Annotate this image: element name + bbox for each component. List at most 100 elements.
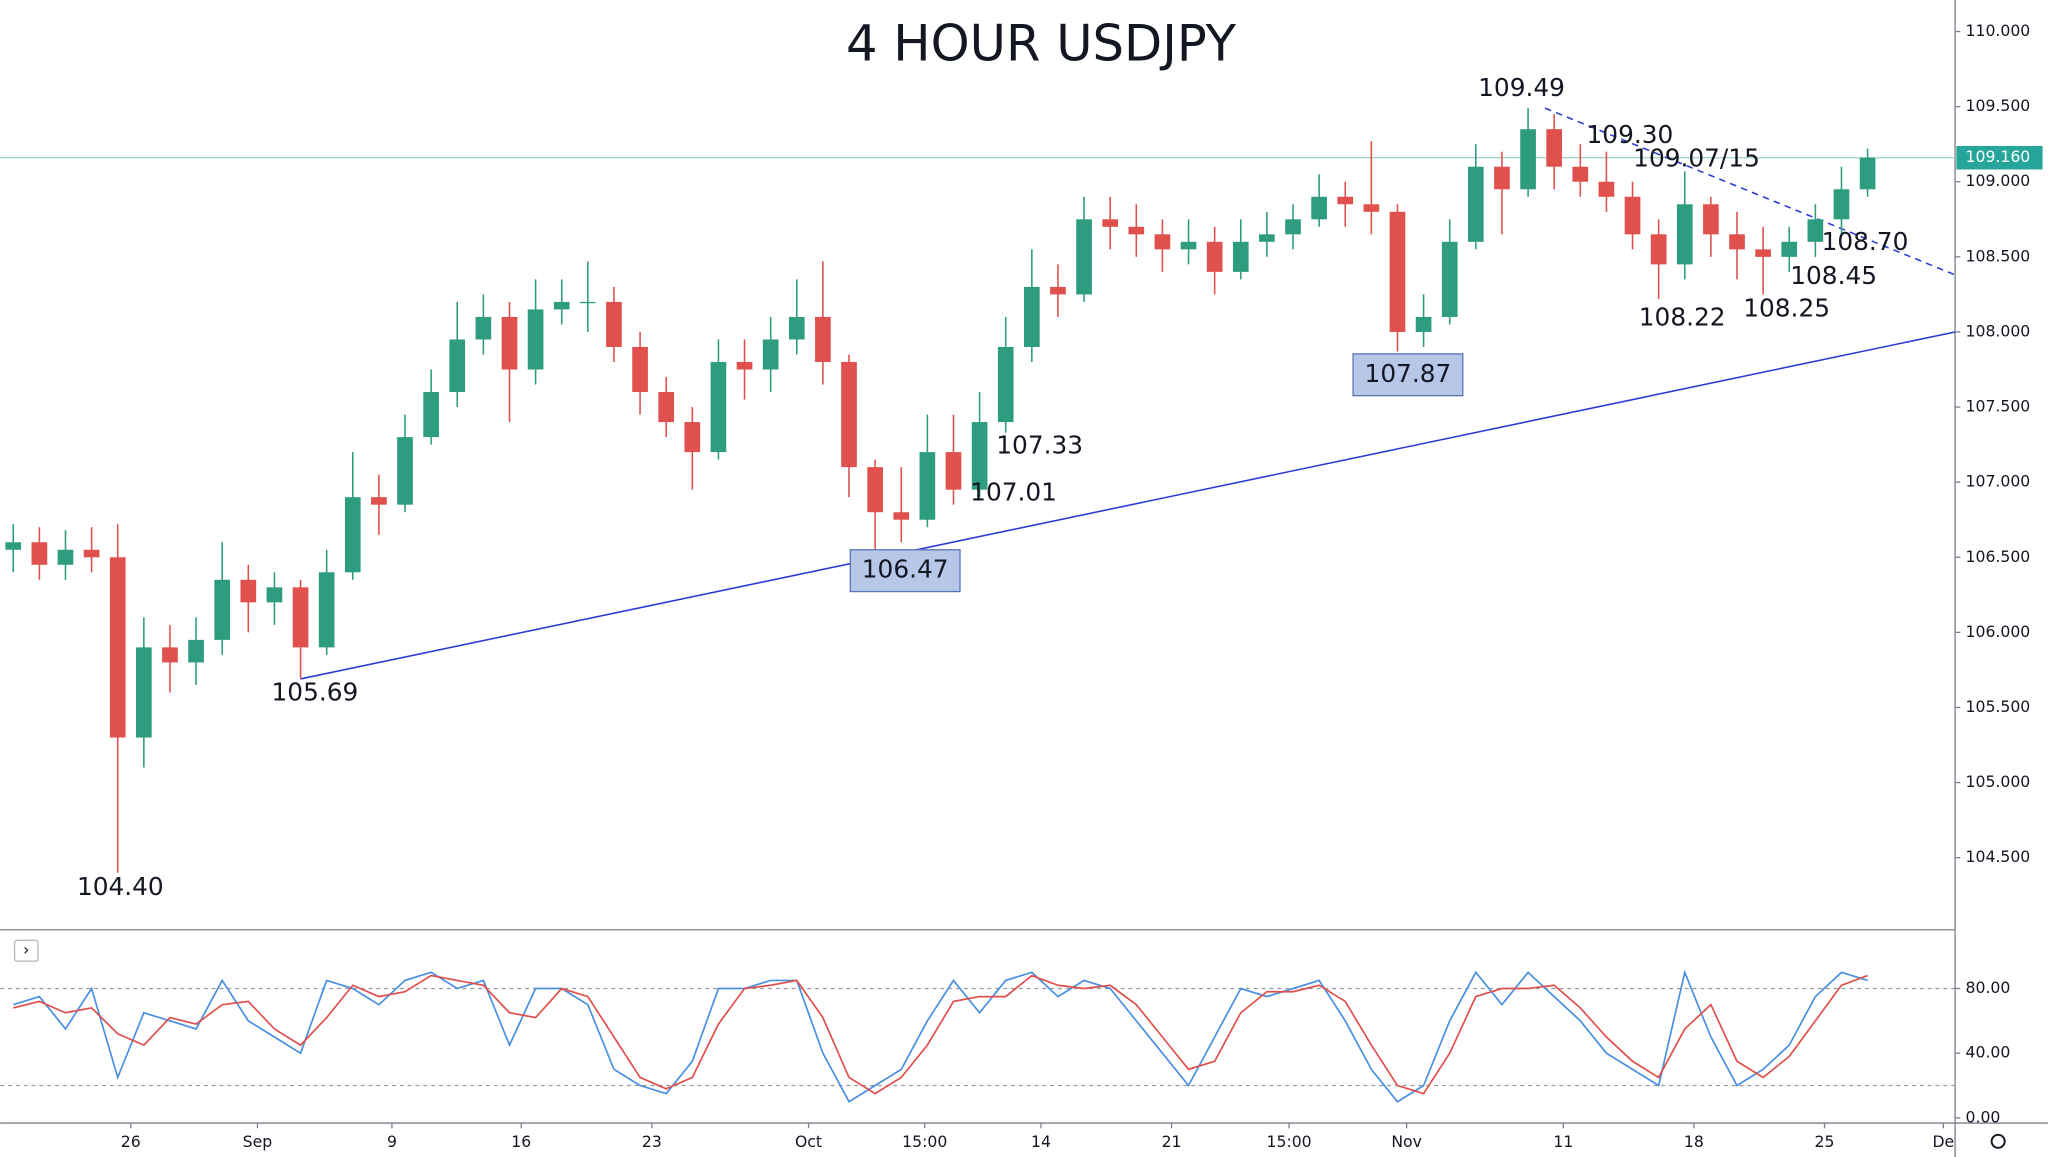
- candle-body: [397, 437, 413, 505]
- candle-body: [684, 422, 701, 453]
- settings-gear[interactable]: [1990, 1133, 2006, 1149]
- y-tick-label: 110.000: [1966, 21, 2031, 40]
- x-tick-label: 11: [1553, 1132, 1573, 1151]
- candle-body: [1546, 129, 1563, 167]
- annotation: 108.45: [1790, 261, 1877, 290]
- candle-body: [1676, 204, 1693, 265]
- y-tick-label: 104.500: [1966, 847, 2031, 866]
- y-tick-label: 109.000: [1966, 171, 2031, 190]
- candle-body: [1154, 234, 1171, 250]
- candle-body: [1755, 249, 1771, 257]
- candle-body: [1781, 241, 1798, 257]
- trendline: [1544, 107, 1956, 276]
- x-tick-label: 9: [387, 1132, 397, 1151]
- candle-body: [214, 579, 231, 640]
- annotation: 108.70: [1822, 227, 1909, 256]
- y-tick-label: 106.000: [1966, 622, 2031, 641]
- candle-body: [1285, 219, 1301, 235]
- y-tick-label: 105.500: [1966, 697, 2031, 716]
- y-tick-label: 108.000: [1966, 321, 2031, 340]
- candle-body: [815, 316, 831, 362]
- y-tick-label: 105.000: [1966, 772, 2031, 791]
- annotation: 107.01: [970, 478, 1057, 507]
- candle-body: [109, 557, 126, 738]
- candle-body: [318, 572, 335, 648]
- annotation: 105.69: [272, 677, 359, 706]
- y-tick-label: 109.500: [1966, 96, 2031, 115]
- y-tick-label: 106.500: [1966, 547, 2031, 566]
- chart-title: 4 HOUR USDJPY: [846, 15, 1237, 73]
- candle-body: [1467, 166, 1484, 242]
- annotation: 107.33: [996, 431, 1083, 460]
- candle-body: [1520, 129, 1536, 190]
- x-tick-label: 25: [1815, 1132, 1835, 1151]
- candle-body: [1259, 234, 1275, 242]
- candle-body: [997, 346, 1014, 423]
- candle-body: [31, 542, 48, 565]
- candle-body: [1807, 219, 1824, 242]
- candle-body: [5, 542, 22, 550]
- candle-body: [1415, 316, 1432, 332]
- y-tick-label: 107.500: [1966, 397, 2031, 416]
- annotation: 108.25: [1743, 293, 1830, 322]
- candle-body: [162, 647, 178, 663]
- x-tick-label: 18: [1684, 1132, 1704, 1151]
- x-tick-label: 15:00: [1267, 1132, 1312, 1151]
- candle-body: [893, 512, 910, 520]
- candle-body: [449, 339, 466, 393]
- candle-body: [736, 361, 753, 370]
- annotation: 109.30: [1587, 120, 1674, 149]
- candle-body: [1650, 234, 1667, 265]
- candle-body: [371, 497, 387, 505]
- candles: [5, 108, 1876, 873]
- candle-body: [1206, 241, 1223, 272]
- y-tick-label: 107.000: [1966, 472, 2031, 491]
- annotation: 108.22: [1639, 303, 1726, 332]
- annotation: 109.49: [1478, 73, 1565, 102]
- candle-body: [1024, 286, 1040, 347]
- candle-body: [1102, 219, 1119, 227]
- candle-body: [919, 452, 936, 520]
- settings-icon[interactable]: [1990, 1133, 2006, 1149]
- candle-body: [841, 361, 857, 468]
- annotation: 104.40: [77, 872, 164, 901]
- candle-body: [971, 422, 988, 490]
- candle-body: [1050, 286, 1066, 295]
- annotation: 106.47: [862, 555, 949, 584]
- candle-body: [501, 316, 518, 370]
- candle-body: [580, 301, 596, 304]
- x-tick-label: 14: [1031, 1132, 1051, 1151]
- candle-body: [136, 647, 152, 738]
- candle-body: [240, 579, 257, 603]
- x-tick-label: Nov: [1391, 1132, 1422, 1151]
- candle-body: [1180, 241, 1197, 250]
- candle-body: [762, 339, 779, 370]
- last-price-badge: [1956, 145, 2043, 170]
- candle-body: [1389, 211, 1406, 332]
- candle-body: [1859, 157, 1876, 190]
- candle-body: [475, 316, 492, 340]
- panel-toggle[interactable]: ›: [23, 940, 29, 959]
- candle-body: [344, 497, 361, 573]
- candle-body: [606, 301, 622, 347]
- candle-body: [945, 452, 962, 490]
- x-tick-label: Oct: [795, 1132, 822, 1151]
- x-tick-label: 21: [1162, 1132, 1182, 1151]
- candle-body: [710, 361, 727, 453]
- candle-body: [658, 392, 675, 423]
- annotation-box: [1352, 353, 1464, 397]
- oscillator-tick-label: 80.00: [1966, 978, 2011, 997]
- trendline: [300, 331, 1956, 680]
- candle-body: [1232, 241, 1249, 272]
- panel-toggle-button[interactable]: [13, 939, 39, 962]
- oscillator-line: [13, 969, 1868, 1103]
- candle-body: [1572, 166, 1589, 182]
- candle-body: [788, 316, 805, 340]
- candle-body: [57, 549, 74, 565]
- candle-body: [83, 549, 100, 558]
- candle-body: [1128, 226, 1145, 235]
- x-tick-label: 23: [642, 1132, 662, 1151]
- candle-body: [632, 346, 648, 393]
- candle-body: [1598, 181, 1615, 197]
